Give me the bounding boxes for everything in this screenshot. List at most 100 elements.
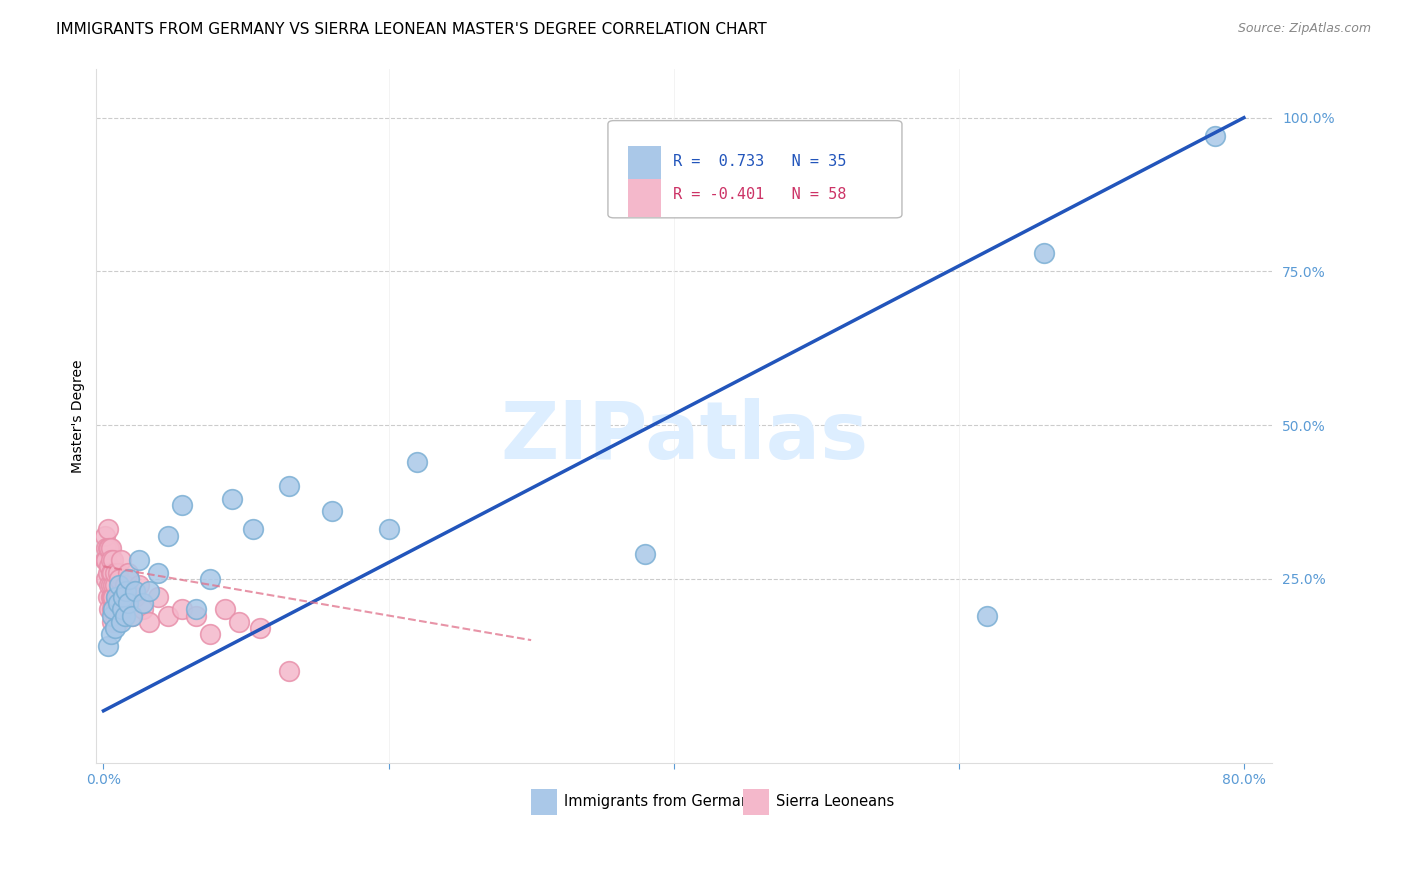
Point [98,578,121,592]
Point [214,602,236,616]
Point [96,553,118,567]
Point [156,528,179,542]
Point [146,590,169,604]
Point [138,615,160,629]
Point [115,584,138,599]
Point [249,621,271,635]
Point [156,608,179,623]
Point [104,578,127,592]
Point [111,590,134,604]
Point [97,590,120,604]
Point [112,602,135,616]
Point [108,578,131,592]
Point [108,596,131,610]
Point [277,479,299,493]
Point [118,590,141,604]
Point [121,608,143,623]
Point [121,608,143,623]
Point [277,664,299,678]
Point [1204,129,1226,144]
Point [242,523,264,537]
Point [103,553,125,567]
Point [96,572,118,586]
Point [107,566,129,580]
Point [98,602,121,616]
Point [107,596,129,610]
Point [221,491,243,506]
Point [104,615,127,629]
Point [377,523,399,537]
Point [105,602,128,616]
Bar [744,789,769,815]
Point [128,553,150,567]
Point [104,621,127,635]
Text: R =  0.733   N = 35: R = 0.733 N = 35 [672,153,846,169]
Point [112,590,135,604]
Point [117,596,139,610]
Text: Sierra Leoneans: Sierra Leoneans [776,795,894,809]
Point [101,615,124,629]
Point [200,627,222,641]
Point [104,566,127,580]
Point [111,602,134,616]
Point [107,615,129,629]
Point [132,596,155,610]
Point [138,584,160,599]
Point [103,602,125,616]
Bar [531,789,557,815]
Point [100,566,122,580]
Point [114,608,136,623]
Point [170,498,193,512]
Point [406,455,429,469]
Point [117,566,139,580]
Point [321,504,343,518]
Point [98,541,121,555]
Point [100,553,122,567]
Point [124,584,146,599]
Point [97,640,120,654]
Point [108,572,131,586]
Point [115,602,138,616]
Point [132,602,155,616]
Point [101,602,124,616]
Text: IMMIGRANTS FROM GERMANY VS SIERRA LEONEAN MASTER'S DEGREE CORRELATION CHART: IMMIGRANTS FROM GERMANY VS SIERRA LEONEA… [56,22,768,37]
Point [100,541,122,555]
Point [101,590,124,604]
Point [200,572,222,586]
Point [100,578,122,592]
Point [100,627,122,641]
Bar [628,179,661,218]
Point [100,590,122,604]
Point [146,566,169,580]
Point [976,608,998,623]
Y-axis label: Master's Degree: Master's Degree [72,359,86,473]
Point [114,578,136,592]
Text: Source: ZipAtlas.com: Source: ZipAtlas.com [1237,22,1371,36]
Point [110,553,132,567]
Point [124,590,146,604]
Point [186,602,208,616]
Point [1033,246,1056,260]
Point [118,572,141,586]
Text: Immigrants from Germany: Immigrants from Germany [564,795,759,809]
Point [101,608,124,623]
Bar [628,145,661,184]
Point [128,578,150,592]
Point [101,566,124,580]
Point [105,590,128,604]
Point [96,541,118,555]
FancyBboxPatch shape [607,120,903,218]
Text: ZIPatlas: ZIPatlas [501,398,869,475]
Point [98,559,121,574]
Point [634,547,657,561]
Point [110,615,132,629]
Point [186,608,208,623]
Point [107,590,129,604]
Point [94,553,117,567]
Point [97,541,120,555]
Point [94,528,117,542]
Point [103,602,125,616]
Point [97,523,120,537]
Text: R = -0.401   N = 58: R = -0.401 N = 58 [672,187,846,202]
Point [97,566,120,580]
